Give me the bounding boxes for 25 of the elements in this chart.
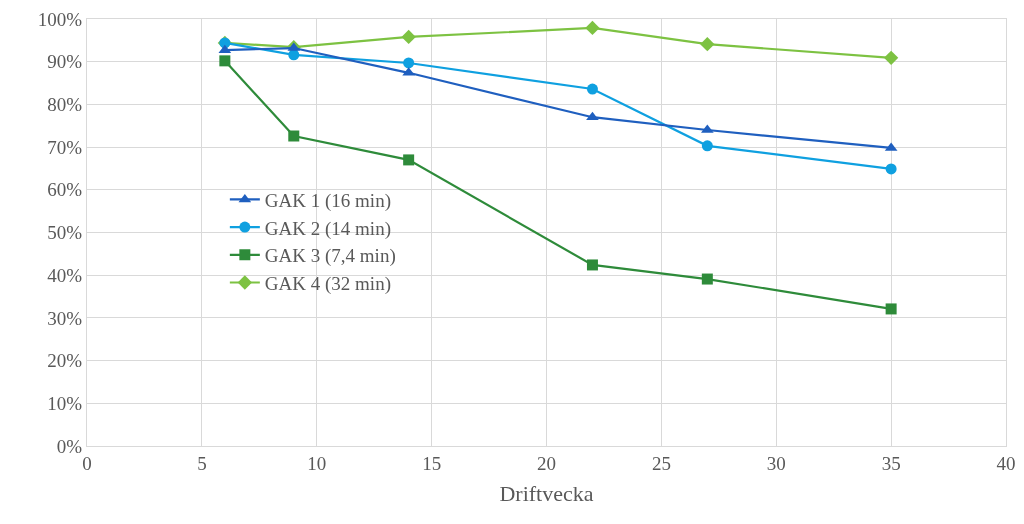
y-tick-label: 20% — [47, 350, 83, 372]
x-axis-title: Driftvecka — [499, 480, 594, 506]
y-tick-label: 10% — [47, 392, 83, 414]
x-tick-label: 30 — [766, 452, 786, 474]
x-tick-label: 0 — [82, 452, 92, 474]
legend-label: GAK 4 (32 min) — [264, 272, 391, 295]
legend-label: GAK 3 (7,4 min) — [264, 245, 396, 268]
y-tick-label: 100% — [37, 8, 83, 30]
y-tick-label: 0% — [56, 435, 83, 457]
x-tick-label: 10 — [307, 452, 327, 474]
y-tick-label: 90% — [47, 51, 83, 73]
y-tick-label: 70% — [47, 136, 83, 158]
x-tick-label: 5 — [197, 452, 207, 474]
x-tick-label: 15 — [422, 452, 442, 474]
y-tick-label: 60% — [47, 179, 83, 201]
y-tick-label: 40% — [47, 264, 83, 286]
x-tick-label: 20 — [537, 452, 556, 474]
legend-label: GAK 2 (14 min) — [264, 217, 391, 240]
x-tick-label: 35 — [881, 452, 901, 474]
y-tick-label: 50% — [47, 222, 83, 244]
legend-label: GAK 1 (16 min) — [264, 189, 391, 212]
x-tick-label: 40 — [996, 452, 1016, 474]
y-tick-label: 80% — [47, 94, 83, 116]
y-tick-label: 30% — [47, 307, 83, 329]
x-tick-label: 25 — [651, 452, 671, 474]
